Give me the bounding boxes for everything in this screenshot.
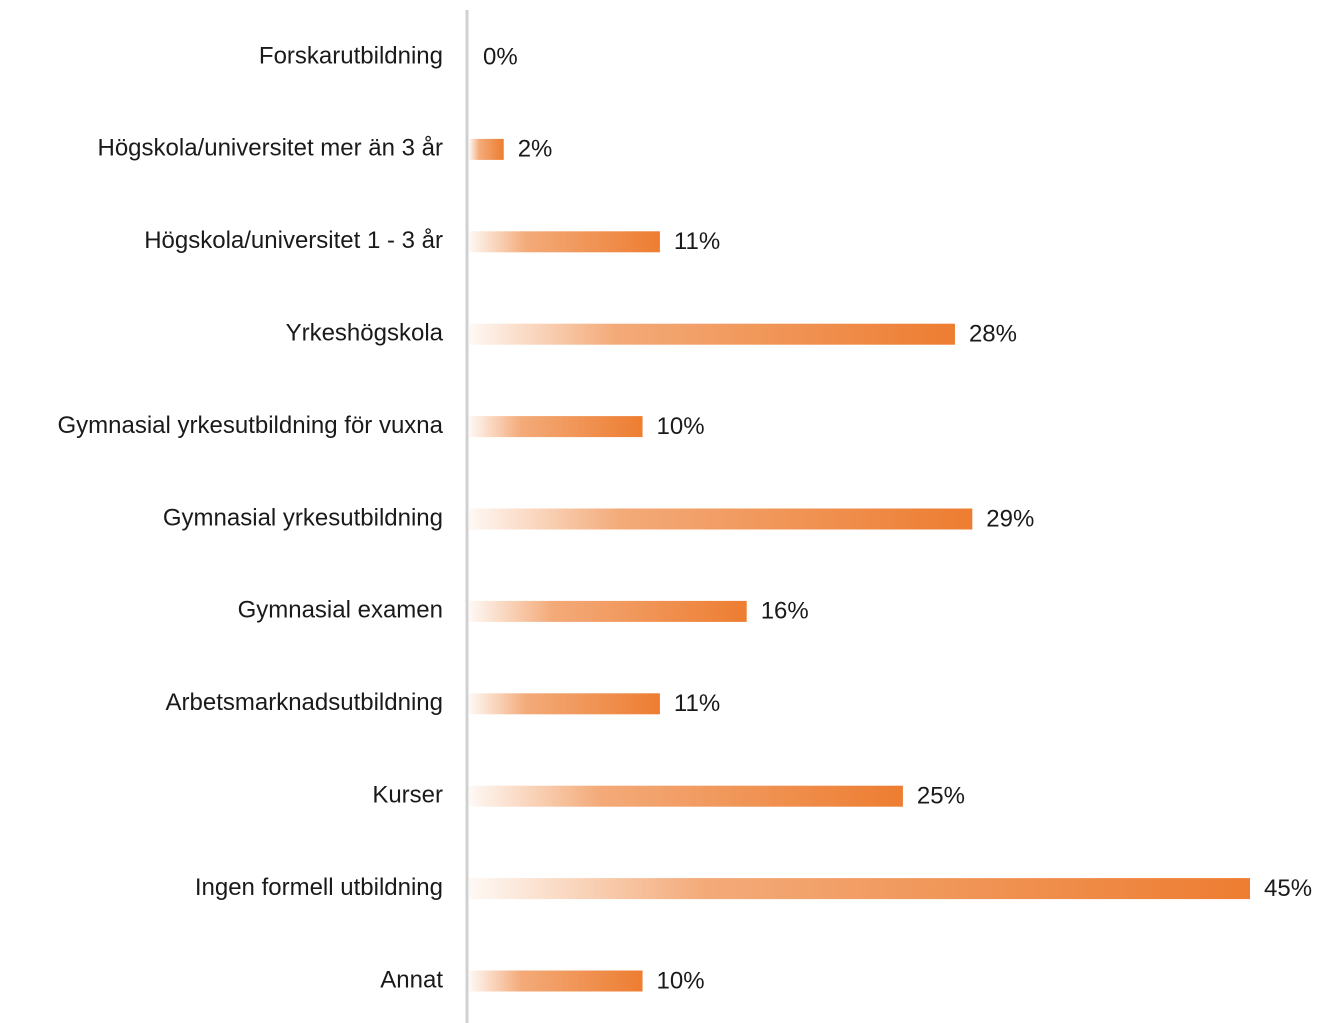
value-label: 10%	[657, 413, 705, 440]
bar	[469, 693, 660, 715]
category-label: Yrkeshögskola	[286, 320, 444, 347]
value-label: 25%	[917, 783, 965, 810]
value-label: 29%	[986, 505, 1034, 532]
value-label: 11%	[674, 228, 720, 255]
category-label: Högskola/universitet 1 - 3 år	[144, 227, 443, 254]
value-label: 28%	[969, 321, 1017, 348]
bar	[469, 970, 643, 992]
category-label: Arbetsmarknadsutbildning	[166, 689, 444, 716]
category-label: Forskarutbildning	[259, 42, 443, 69]
category-label: Kurser	[372, 782, 443, 809]
value-label: 45%	[1264, 875, 1312, 902]
category-label: Ingen formell utbildning	[195, 874, 443, 901]
value-label: 16%	[761, 598, 809, 625]
bar	[469, 231, 660, 253]
value-label: 0%	[483, 43, 518, 70]
category-label: Gymnasial yrkesutbildning	[163, 504, 443, 531]
bar	[469, 138, 504, 160]
category-label: Gymnasial examen	[238, 597, 443, 624]
bar	[469, 416, 643, 438]
bar	[469, 508, 973, 530]
value-label: 10%	[657, 967, 705, 994]
value-label: 2%	[518, 136, 553, 163]
bar	[469, 600, 747, 622]
category-label: Annat	[380, 966, 443, 993]
bar	[469, 878, 1250, 900]
bar	[469, 323, 955, 345]
category-label: Högskola/universitet mer än 3 år	[98, 135, 444, 162]
bar	[469, 785, 903, 807]
category-label: Gymnasial yrkesutbildning för vuxna	[57, 412, 443, 439]
value-label: 11%	[674, 690, 720, 717]
